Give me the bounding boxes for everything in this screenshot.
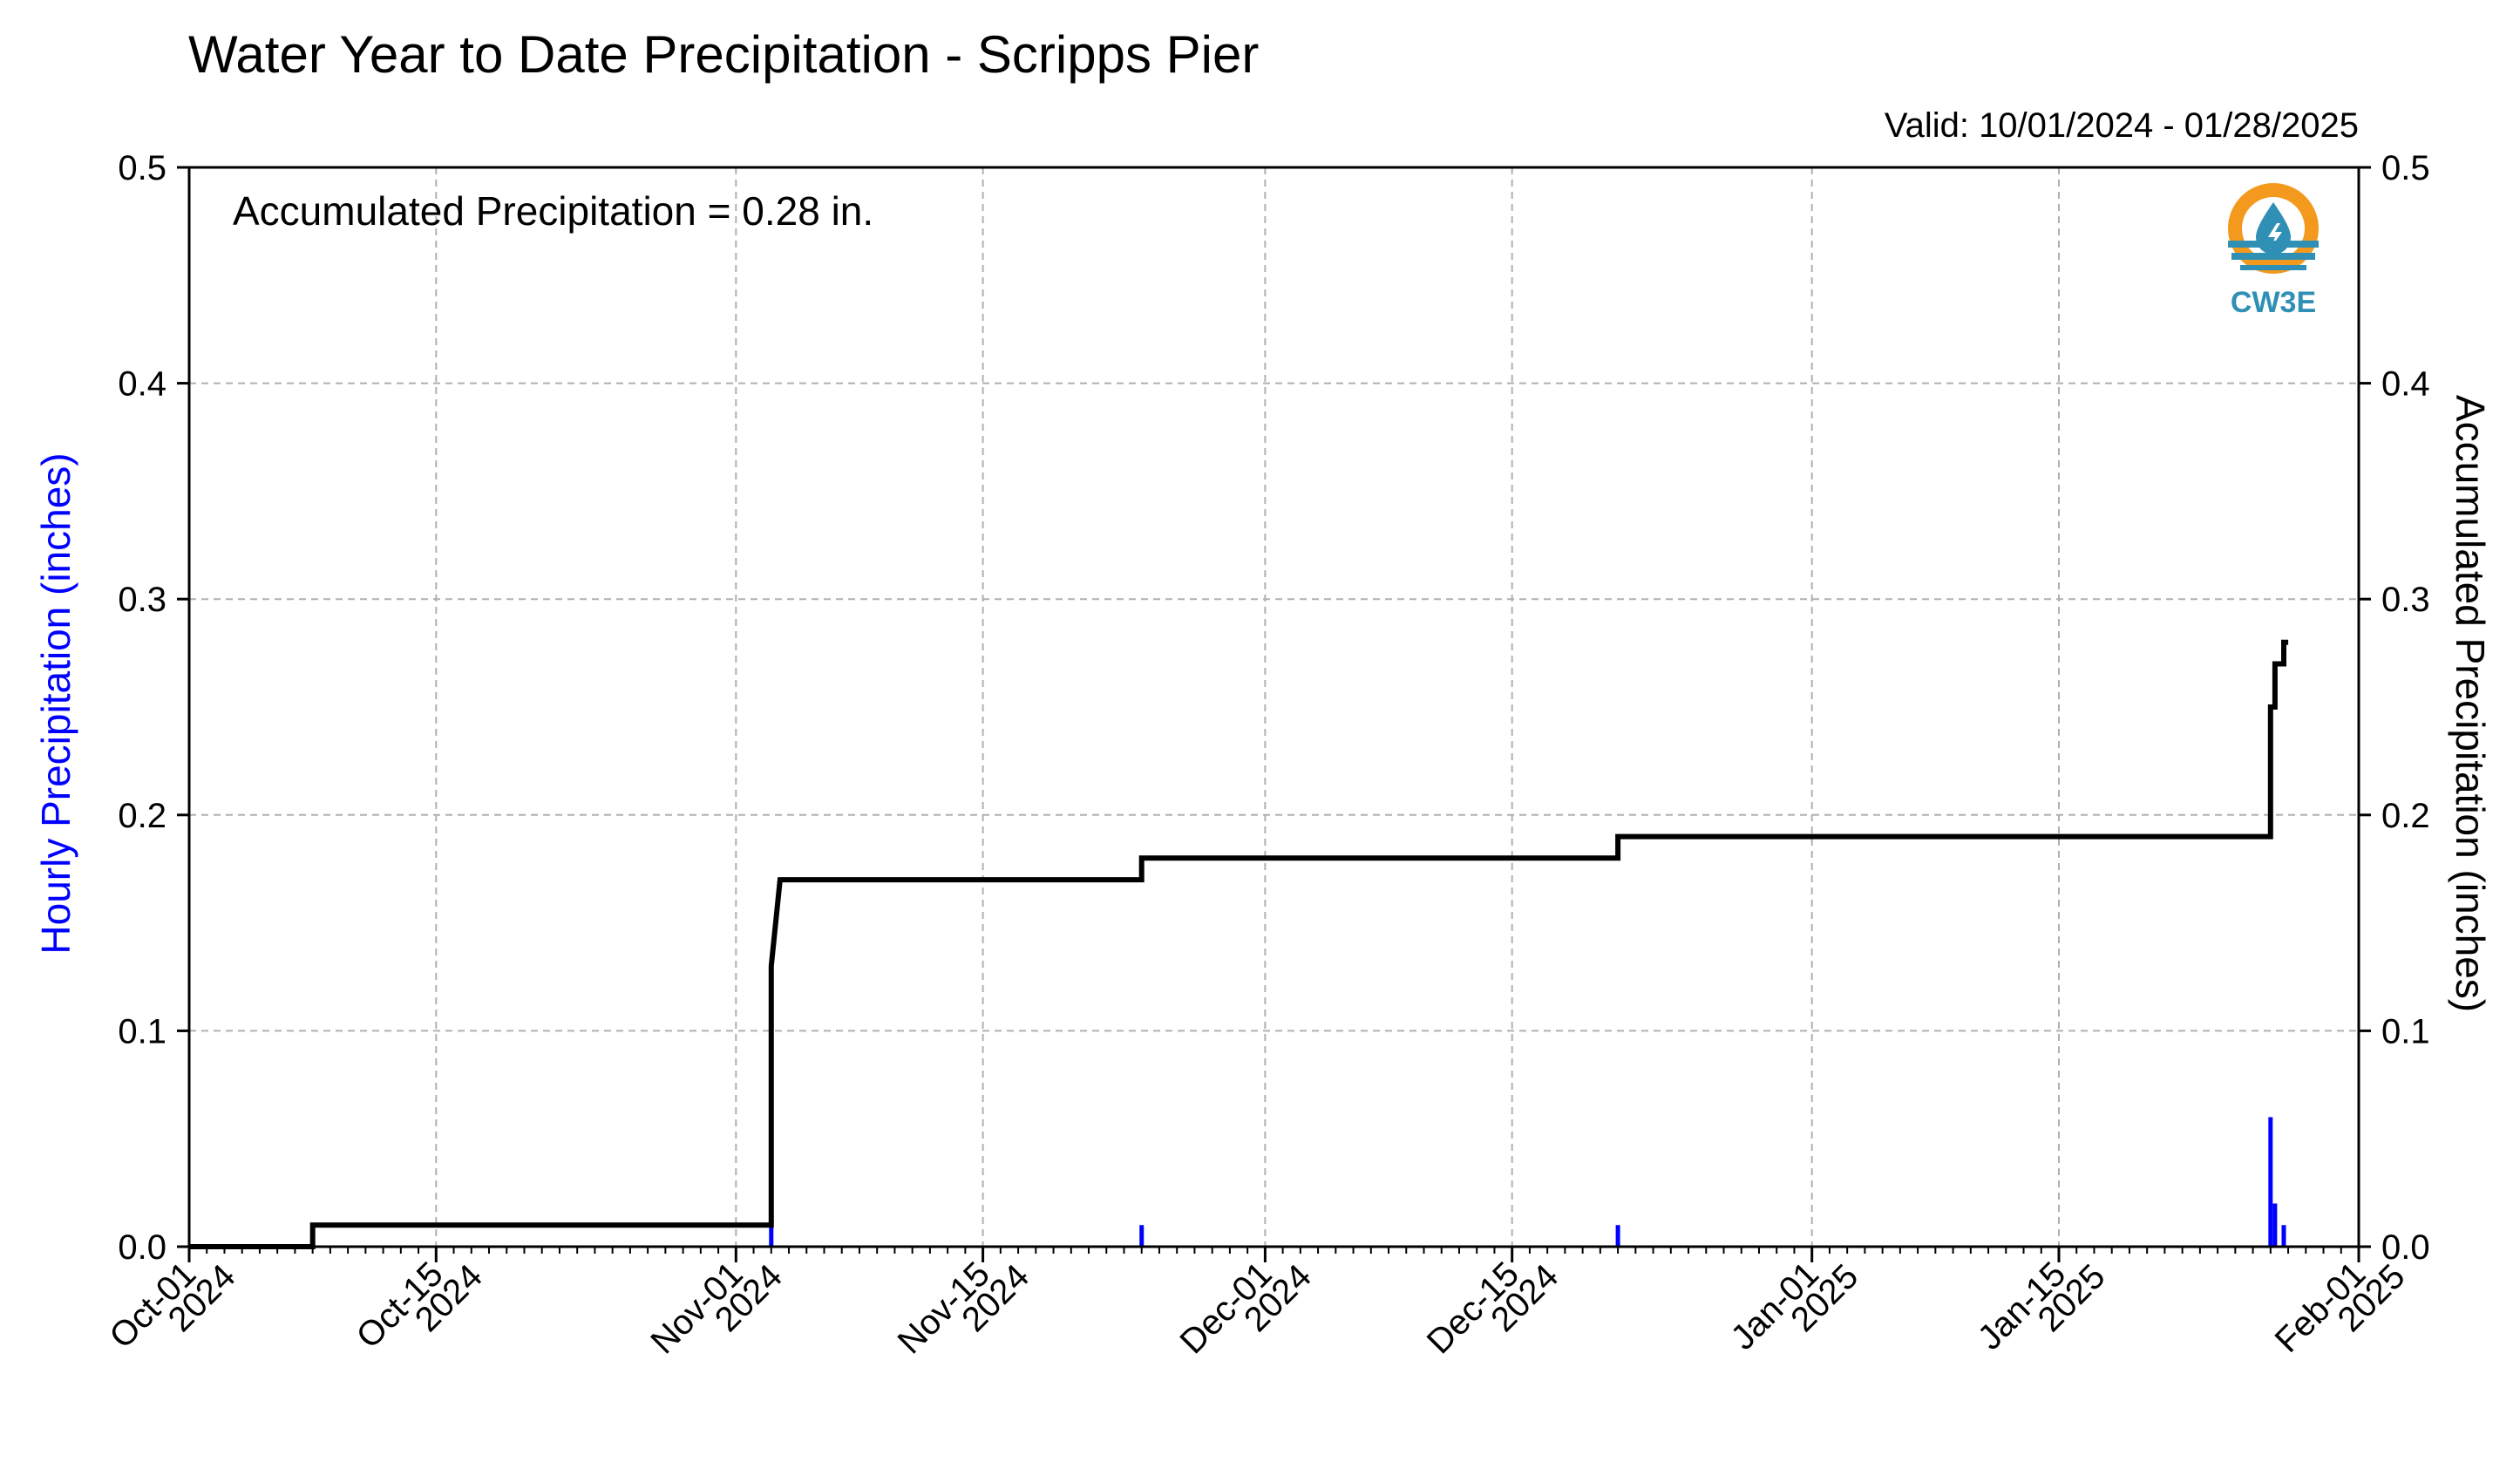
y-tick-label-left: 0.5	[118, 149, 166, 187]
y-tick-label-left: 0.2	[118, 797, 166, 835]
y-tick-label-right: 0.2	[2381, 797, 2430, 835]
accumulated-precip-line	[189, 639, 2289, 1249]
hourly-bars	[769, 1117, 2286, 1247]
wave-stripe-icon	[2231, 253, 2315, 260]
y-tick-label-right: 0.3	[2381, 581, 2430, 619]
hourly-precip-bar	[2272, 1203, 2278, 1247]
chart-title: Water Year to Date Precipitation - Scrip…	[188, 25, 1260, 84]
wave-stripe-icon	[2240, 265, 2306, 270]
y-tick-label-right: 0.4	[2381, 365, 2430, 404]
hourly-precip-bar	[2268, 1117, 2273, 1247]
y-tick-label-left: 0.0	[118, 1228, 166, 1267]
hourly-precip-bar	[1139, 1225, 1145, 1247]
plot-frame	[187, 166, 2360, 1248]
y-tick-label-right: 0.0	[2381, 1228, 2430, 1267]
grid-lines	[189, 167, 2359, 1247]
hourly-precip-bar	[2281, 1225, 2286, 1247]
valid-date-range: Valid: 10/01/2024 - 01/28/2025	[1884, 106, 2359, 145]
y-tick-label-right: 0.1	[2381, 1012, 2430, 1051]
accumulated-line-group	[189, 639, 2289, 1249]
cw3e-logo: CW3E	[2228, 183, 2319, 319]
wave-stripe-icon	[2228, 241, 2319, 248]
hourly-precip-bar	[769, 1225, 774, 1247]
y-tick-label-left: 0.4	[118, 365, 166, 404]
y-tick-label-right: 0.5	[2381, 149, 2430, 187]
y-axis-label-right: Accumulated Precipitation (inches)	[2448, 395, 2493, 1012]
y-tick-label-left: 0.3	[118, 581, 166, 619]
logo-text: CW3E	[2231, 286, 2316, 319]
accumulated-annotation: Accumulated Precipitation = 0.28 in.	[233, 188, 873, 234]
hourly-precip-bar	[1615, 1225, 1620, 1247]
y-axis-label-left: Hourly Precipitation (inches)	[33, 452, 78, 954]
y-tick-label-left: 0.1	[118, 1012, 166, 1051]
axes: 0.0 0.0 0.1 0.1 0.2 0.2 0.3 0.3 0.4 0.4 0.5 0.5 Oct-…	[102, 149, 2430, 1362]
lightning-icon	[2268, 223, 2282, 249]
